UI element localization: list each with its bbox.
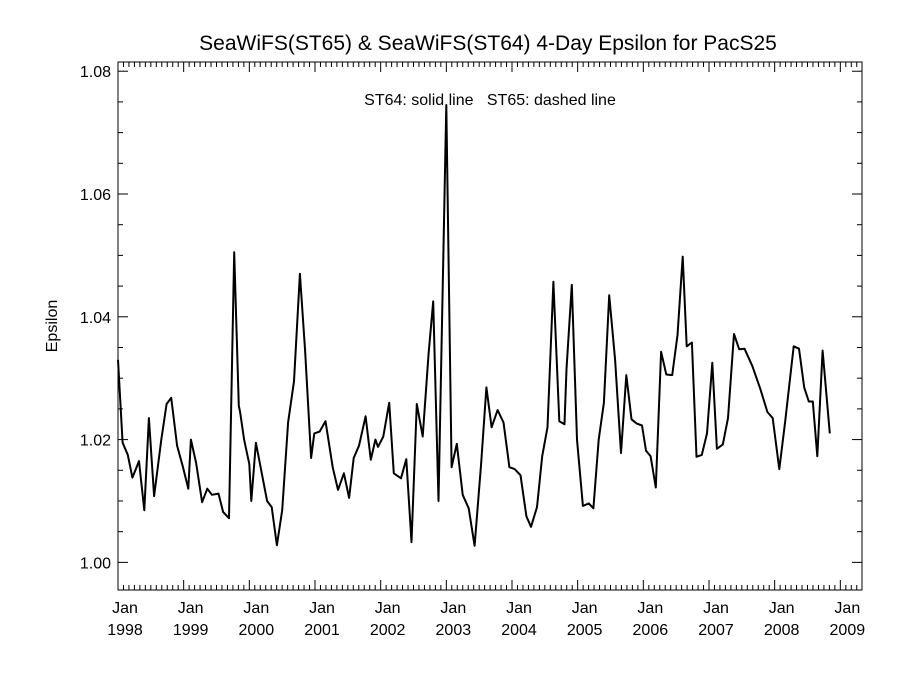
x-tick-label-year: 2003 — [436, 622, 472, 639]
x-tick-label-month: Jan — [834, 600, 860, 617]
x-tick-label-month: Jan — [703, 600, 729, 617]
x-tick-label-year: 2002 — [370, 622, 406, 639]
x-tick-label-month: Jan — [506, 600, 532, 617]
x-tick-label-year: 2004 — [501, 622, 537, 639]
x-tick-label-month: Jan — [112, 600, 138, 617]
legend-annotation: ST64: solid line ST65: dashed line — [364, 92, 616, 109]
y-axis-label: Epsilon — [44, 300, 61, 352]
x-tick-label-year: 2005 — [567, 622, 603, 639]
chart-title: SeaWiFS(ST65) & SeaWiFS(ST64) 4-Day Epsi… — [199, 32, 777, 55]
x-tick-label-year: 2009 — [830, 622, 866, 639]
series-line — [117, 104, 831, 547]
series-layer — [117, 104, 831, 547]
y-tick-label: 1.06 — [80, 187, 111, 204]
x-tick-label-month: Jan — [375, 600, 401, 617]
x-tick-label-year: 1999 — [173, 622, 209, 639]
x-tick-label-year: 2006 — [633, 622, 669, 639]
x-tick-label-month: Jan — [440, 600, 466, 617]
y-tick-label: 1.08 — [80, 64, 111, 81]
x-tick-label-month: Jan — [243, 600, 269, 617]
x-tick-label-month: Jan — [572, 600, 598, 617]
y-axis: 1.00 1.02 1.04 1.06 1.08 — [80, 64, 862, 572]
y-tick-label: 1.02 — [80, 433, 111, 450]
x-tick-label-year: 2007 — [698, 622, 734, 639]
x-tick-label-month: Jan — [309, 600, 335, 617]
x-tick-label-year: 1998 — [107, 622, 143, 639]
y-tick-label: 1.04 — [80, 310, 111, 327]
y-tick-label: 1.00 — [80, 555, 111, 572]
x-tick-label-month: Jan — [178, 600, 204, 617]
x-tick-label-month: Jan — [637, 600, 663, 617]
x-tick-label-year: 2000 — [239, 622, 275, 639]
x-tick-label-year: 2008 — [764, 622, 800, 639]
x-tick-label-month: Jan — [769, 600, 795, 617]
x-axis: Jan 1998 Jan 1999 Jan 2000 Jan 2001 Jan 2002 Jan 20… — [107, 62, 865, 639]
x-tick-label-year: 2001 — [304, 622, 340, 639]
